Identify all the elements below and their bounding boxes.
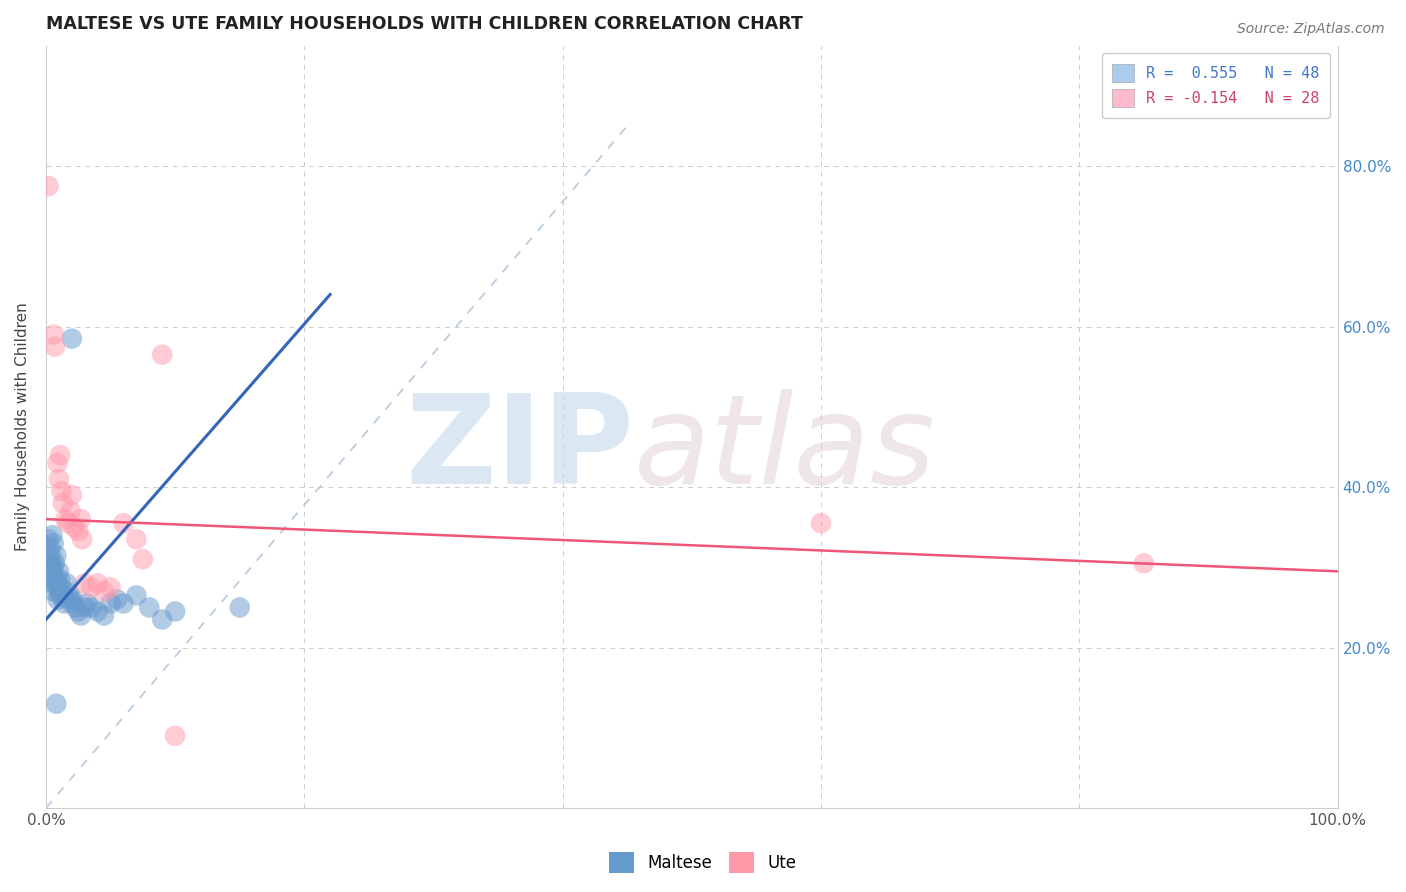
- Legend: Maltese, Ute: Maltese, Ute: [603, 846, 803, 880]
- Point: [80, 600, 103, 615]
- Point: [80, 580, 103, 594]
- Legend: R =  0.555   N = 48, R = -0.154   N = 28: R = 0.555 N = 48, R = -0.154 N = 28: [1102, 54, 1330, 118]
- Point: [60, 332, 83, 346]
- Point: [55, 576, 77, 591]
- Point: [53, 512, 76, 526]
- Point: [60, 596, 83, 610]
- Point: [112, 516, 135, 531]
- Point: [60, 488, 83, 502]
- Point: [125, 533, 148, 547]
- Point: [38, 533, 60, 547]
- Point: [86, 576, 108, 591]
- Point: [93, 584, 115, 599]
- Point: [59, 592, 82, 607]
- Point: [73, 600, 96, 615]
- Point: [150, 348, 173, 362]
- Point: [42, 584, 65, 599]
- Point: [100, 596, 122, 610]
- Point: [59, 504, 82, 518]
- Point: [49, 588, 72, 602]
- Point: [58, 586, 80, 600]
- Point: [48, 472, 70, 486]
- Point: [93, 608, 115, 623]
- Point: [65, 600, 87, 615]
- Point: [62, 592, 84, 607]
- Point: [49, 448, 72, 462]
- Text: atlas: atlas: [634, 389, 936, 510]
- Point: [42, 560, 65, 574]
- Point: [51, 580, 73, 594]
- Point: [44, 340, 66, 354]
- Text: ZIP: ZIP: [405, 389, 634, 510]
- Point: [100, 580, 122, 594]
- Point: [48, 584, 70, 599]
- Point: [39, 560, 62, 574]
- Point: [51, 484, 73, 499]
- Point: [150, 612, 173, 626]
- Point: [44, 576, 66, 591]
- Text: Source: ZipAtlas.com: Source: ZipAtlas.com: [1237, 22, 1385, 37]
- Point: [86, 604, 108, 618]
- Point: [63, 520, 86, 534]
- Point: [44, 557, 66, 571]
- Point: [132, 552, 155, 566]
- Point: [53, 596, 76, 610]
- Point: [70, 533, 93, 547]
- Point: [46, 456, 69, 470]
- Y-axis label: Family Households with Children: Family Households with Children: [15, 302, 30, 551]
- Point: [42, 536, 65, 550]
- Point: [38, 541, 60, 555]
- Point: [67, 604, 90, 618]
- Point: [41, 565, 63, 579]
- Point: [46, 592, 69, 607]
- Point: [810, 516, 832, 531]
- Point: [45, 697, 67, 711]
- Point: [38, 552, 60, 566]
- Point: [67, 524, 90, 539]
- Point: [76, 596, 98, 610]
- Point: [38, 179, 60, 194]
- Point: [1133, 557, 1156, 571]
- Point: [73, 576, 96, 591]
- Text: MALTESE VS UTE FAMILY HOUSEHOLDS WITH CHILDREN CORRELATION CHART: MALTESE VS UTE FAMILY HOUSEHOLDS WITH CH…: [46, 15, 803, 33]
- Point: [53, 591, 76, 605]
- Point: [42, 327, 65, 342]
- Point: [48, 565, 70, 579]
- Point: [39, 549, 62, 563]
- Point: [105, 592, 128, 607]
- Point: [45, 549, 67, 563]
- Point: [70, 512, 93, 526]
- Point: [112, 596, 135, 610]
- Point: [45, 573, 67, 587]
- Point: [52, 496, 75, 510]
- Point: [138, 600, 160, 615]
- Point: [70, 608, 93, 623]
- Point: [41, 528, 63, 542]
- Point: [41, 576, 63, 591]
- Point: [56, 516, 79, 531]
- Point: [165, 729, 187, 743]
- Point: [125, 588, 148, 602]
- Point: [52, 588, 75, 602]
- Point: [165, 604, 187, 618]
- Point: [49, 573, 72, 587]
- Point: [46, 576, 69, 591]
- Point: [228, 600, 250, 615]
